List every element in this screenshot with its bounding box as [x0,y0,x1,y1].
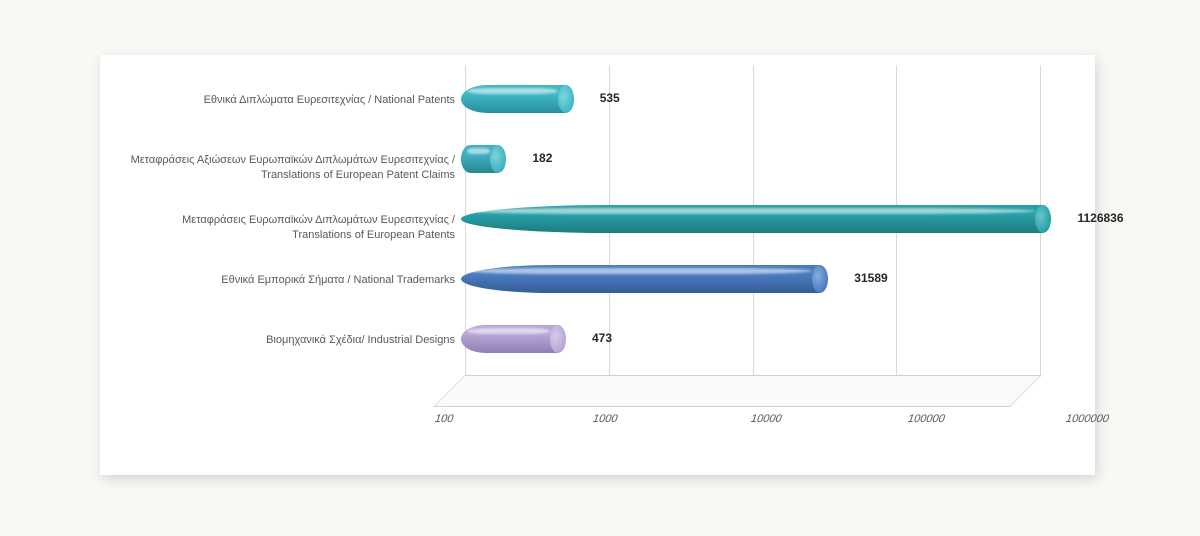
value-label: 1126836 [1077,211,1123,225]
bar [461,265,820,293]
x-tick-label: 100000 [906,413,947,425]
x-tick-label: 1000 [591,413,619,425]
bar [461,85,566,113]
bar [461,205,1043,233]
bar [461,325,558,353]
category-label: Βιομηχανικά Σχέδια/ Industrial Designs [115,333,455,348]
plot-area: 1001000100001000001000000535182112683631… [465,75,1040,375]
value-label: 182 [532,151,552,165]
category-label: Εθνικά Εμπορικά Σήματα / National Tradem… [115,273,455,288]
value-label: 31589 [854,271,887,285]
chart-floor [433,375,1042,407]
x-tick-label: 1000000 [1064,413,1111,425]
value-label: 473 [592,331,612,345]
x-tick-label: 100 [433,413,455,425]
x-tick-label: 10000 [749,413,783,425]
category-label: Μεταφράσεις Αξιώσεων Ευρωπαϊκών Διπλωμάτ… [115,153,455,183]
patent-stats-chart: 1001000100001000001000000535182112683631… [100,55,1095,475]
category-label: Εθνικά Διπλώματα Ευρεσιτεχνίας / Nationa… [115,93,455,108]
value-label: 535 [600,91,620,105]
bar [461,145,498,173]
category-label: Μεταφράσεις Ευρωπαϊκών Διπλωμάτων Ευρεσι… [115,213,455,243]
